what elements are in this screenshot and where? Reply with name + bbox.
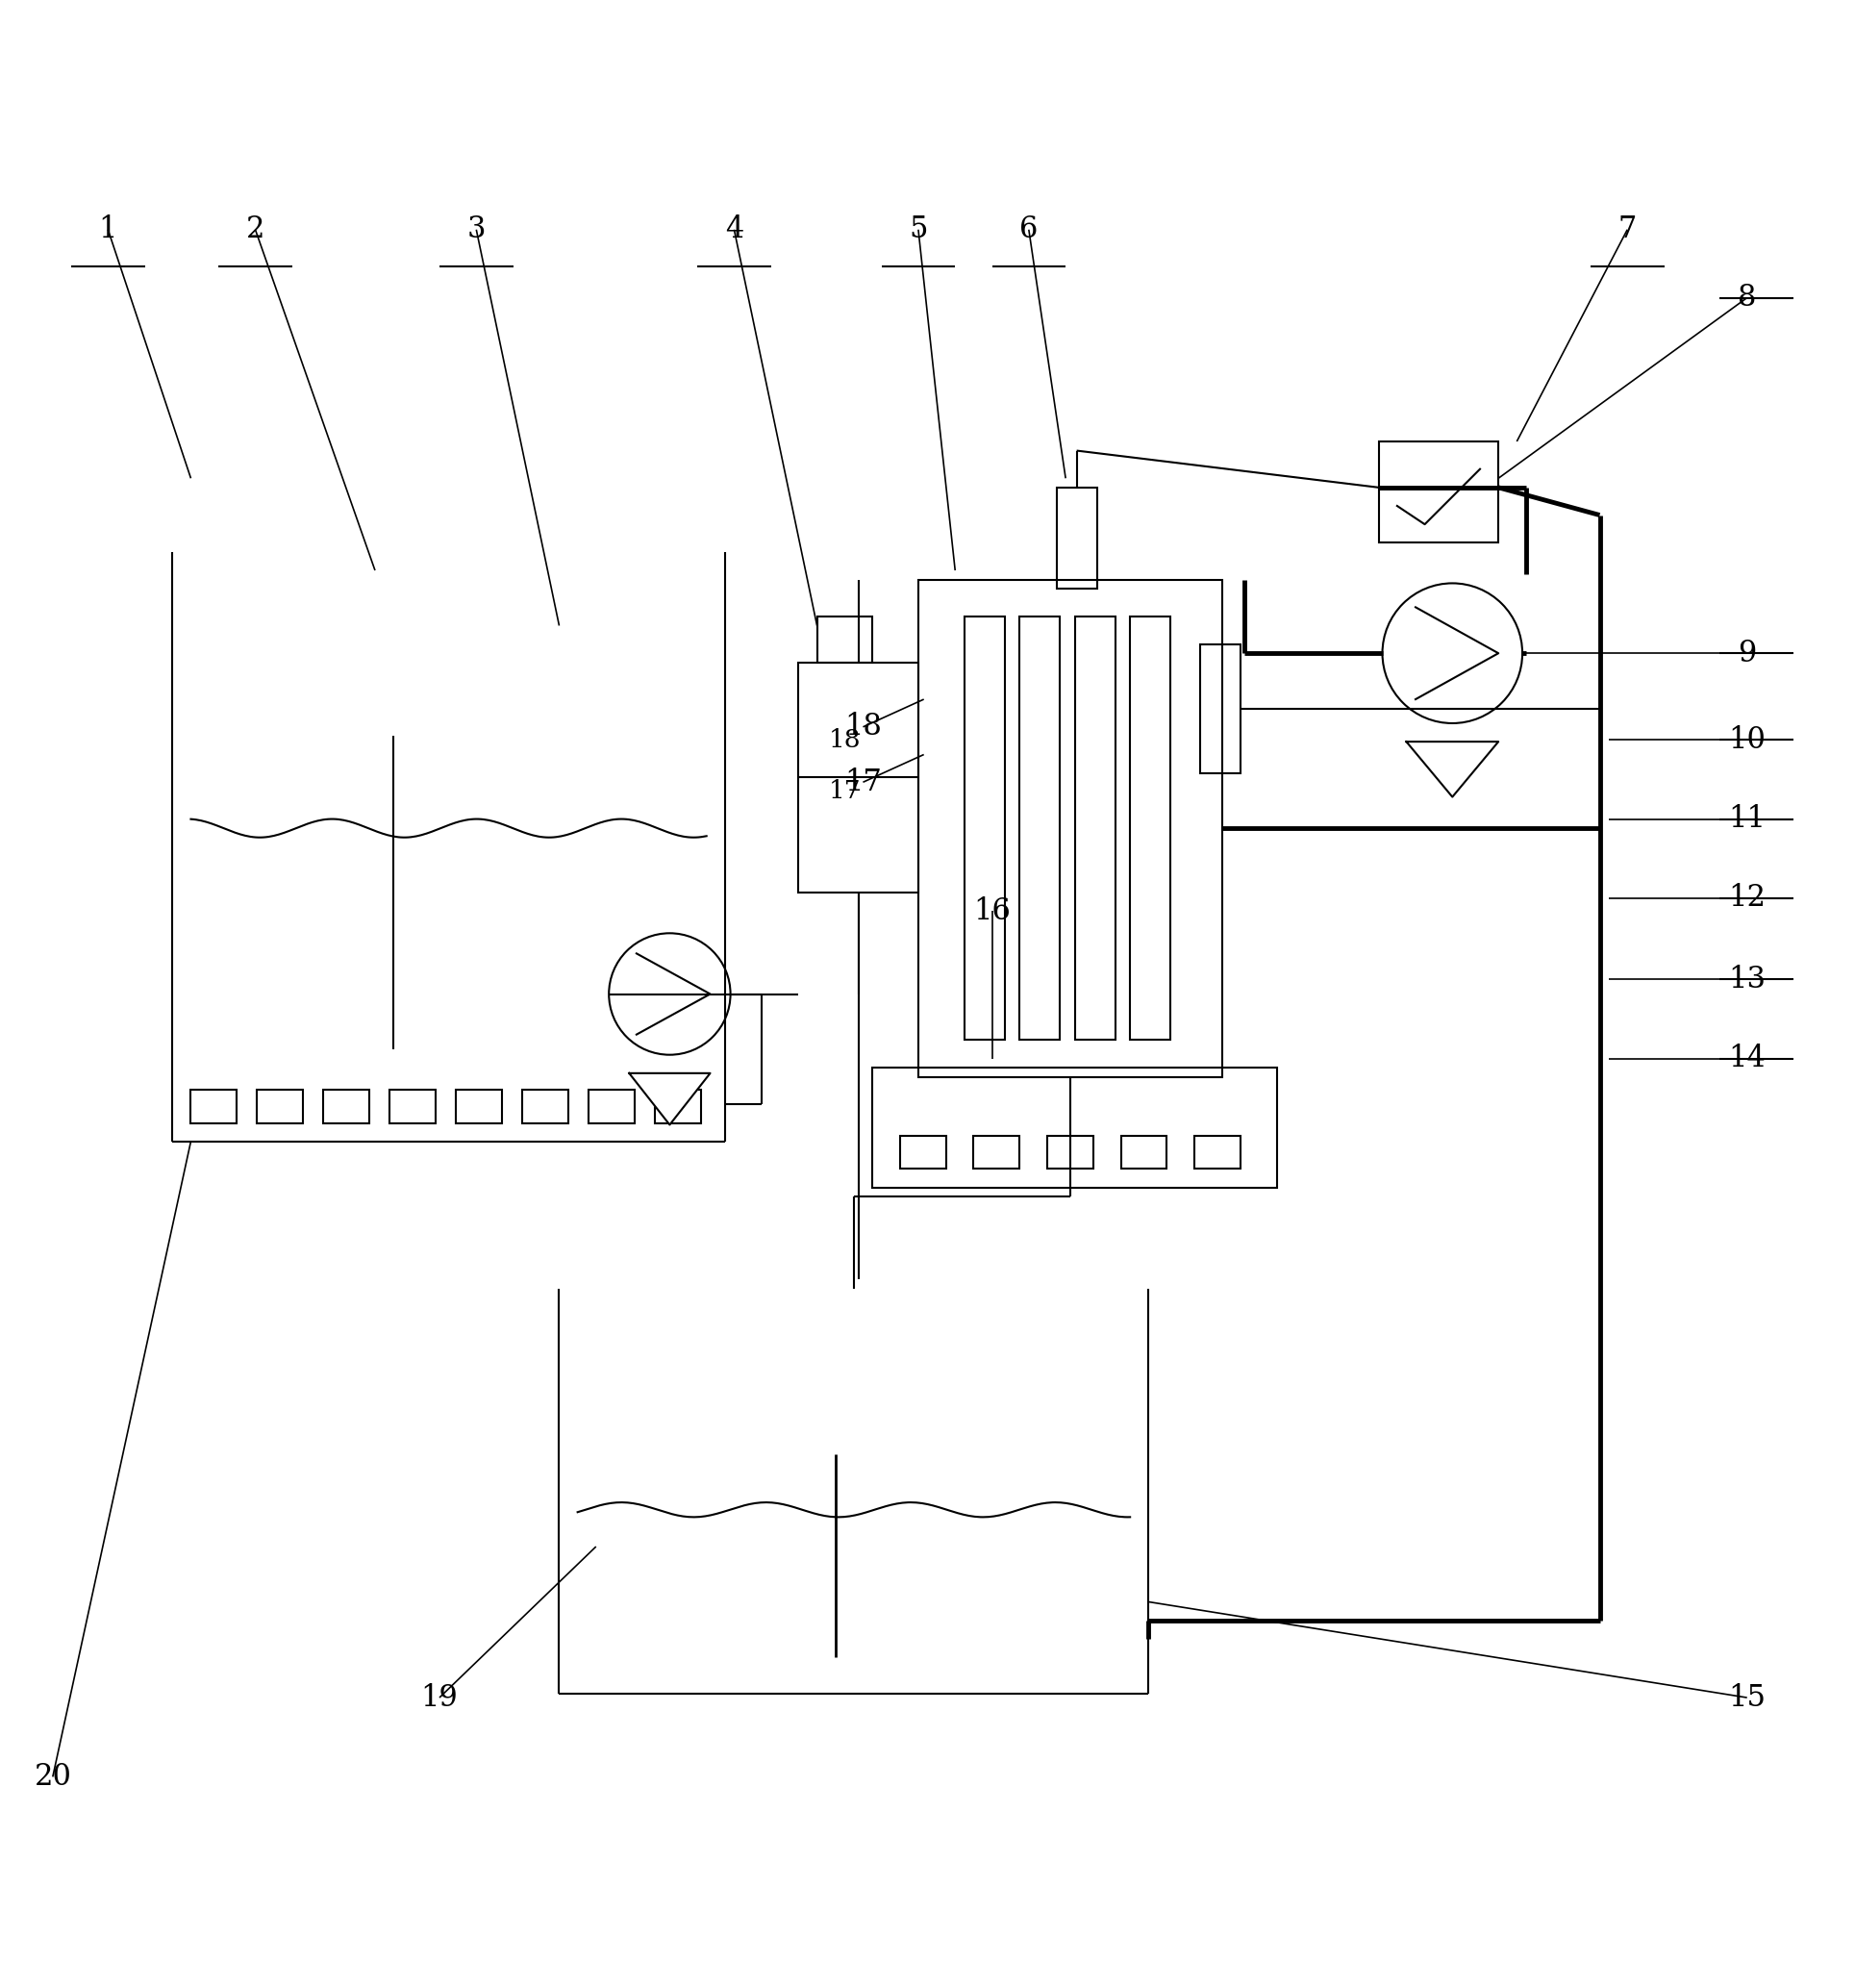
Text: 5: 5 xyxy=(909,215,928,245)
Polygon shape xyxy=(1406,742,1499,797)
Bar xyxy=(965,616,1005,1040)
Text: 20: 20 xyxy=(33,1761,70,1791)
Bar xyxy=(1048,1135,1093,1169)
Text: 9: 9 xyxy=(1738,638,1757,668)
Bar xyxy=(918,580,1222,1077)
Polygon shape xyxy=(629,1074,710,1125)
Bar xyxy=(800,662,918,893)
Bar xyxy=(390,1089,436,1123)
Text: 4: 4 xyxy=(725,215,744,245)
Text: 3: 3 xyxy=(467,215,486,245)
Bar xyxy=(258,1089,302,1123)
Text: 18: 18 xyxy=(829,728,861,751)
Bar xyxy=(1055,487,1096,588)
Text: 8: 8 xyxy=(1738,282,1757,312)
Text: 7: 7 xyxy=(1618,215,1636,245)
Text: 13: 13 xyxy=(1729,964,1766,994)
Text: 12: 12 xyxy=(1729,883,1766,912)
Text: 17: 17 xyxy=(844,767,881,797)
Bar xyxy=(1074,616,1115,1040)
Bar xyxy=(872,1068,1278,1187)
Bar xyxy=(1130,616,1171,1040)
Text: 11: 11 xyxy=(1729,803,1766,833)
Bar xyxy=(1120,1135,1167,1169)
Bar xyxy=(974,1135,1020,1169)
Bar xyxy=(816,616,872,662)
Bar xyxy=(588,1089,634,1123)
Bar xyxy=(323,1089,369,1123)
Bar xyxy=(655,1089,701,1123)
Text: 17: 17 xyxy=(829,779,861,803)
Text: 16: 16 xyxy=(974,897,1011,926)
Bar xyxy=(1020,616,1059,1040)
Bar xyxy=(523,1089,568,1123)
Bar xyxy=(1200,644,1241,773)
Text: 19: 19 xyxy=(421,1682,458,1712)
Text: 15: 15 xyxy=(1729,1682,1766,1712)
Bar xyxy=(191,1089,237,1123)
Bar xyxy=(1195,1135,1241,1169)
Bar xyxy=(900,1135,946,1169)
Text: 10: 10 xyxy=(1729,726,1766,755)
Text: 6: 6 xyxy=(1020,215,1039,245)
Bar xyxy=(456,1089,503,1123)
Bar xyxy=(1378,441,1499,543)
Text: 14: 14 xyxy=(1729,1044,1766,1074)
Text: 2: 2 xyxy=(247,215,265,245)
Text: 18: 18 xyxy=(844,712,881,742)
Text: 1: 1 xyxy=(98,215,117,245)
